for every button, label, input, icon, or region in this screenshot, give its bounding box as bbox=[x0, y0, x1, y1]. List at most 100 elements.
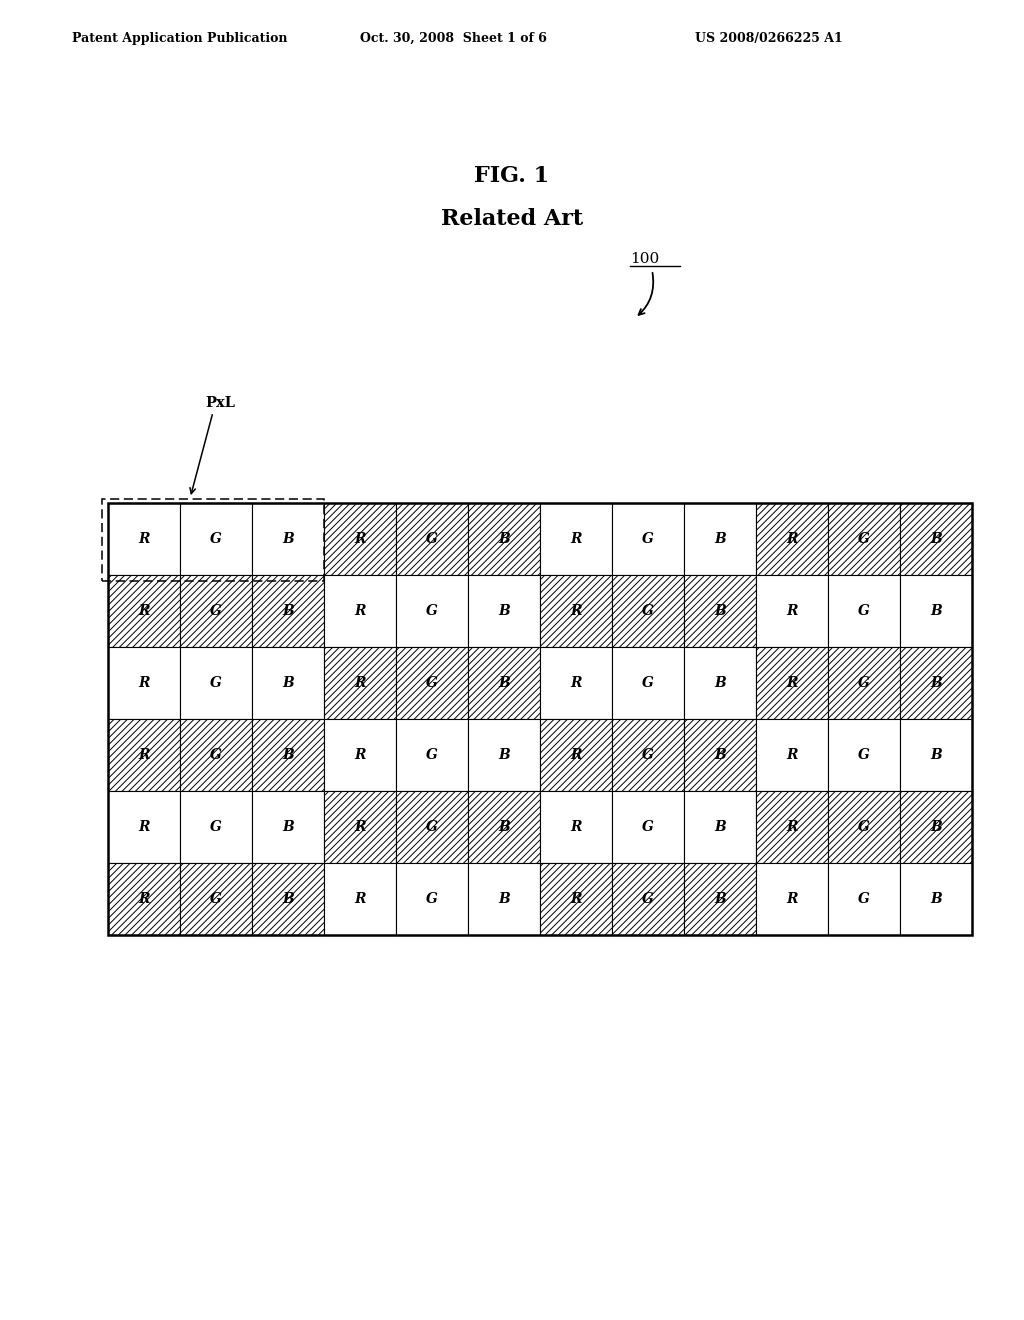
Bar bbox=[396, 503, 468, 576]
Bar bbox=[756, 791, 828, 863]
Bar bbox=[468, 503, 540, 576]
Text: B: B bbox=[930, 892, 942, 906]
Text: R: R bbox=[354, 820, 366, 834]
Bar bbox=[612, 503, 684, 576]
Bar bbox=[684, 576, 756, 647]
Bar bbox=[540, 576, 612, 647]
Text: R: R bbox=[570, 676, 582, 690]
Bar bbox=[612, 791, 684, 863]
Text: B: B bbox=[714, 892, 726, 906]
Text: R: R bbox=[138, 532, 150, 546]
Bar bbox=[540, 503, 612, 576]
Bar bbox=[828, 576, 900, 647]
Bar bbox=[900, 576, 972, 647]
Bar bbox=[324, 863, 396, 935]
Bar bbox=[468, 863, 540, 935]
Text: US 2008/0266225 A1: US 2008/0266225 A1 bbox=[695, 32, 843, 45]
Bar bbox=[468, 576, 540, 647]
Bar bbox=[252, 503, 324, 576]
Bar bbox=[108, 863, 180, 935]
Text: B: B bbox=[283, 676, 294, 690]
Bar bbox=[108, 647, 180, 719]
Text: G: G bbox=[858, 605, 870, 618]
Text: R: R bbox=[786, 892, 798, 906]
Text: G: G bbox=[210, 605, 222, 618]
Bar bbox=[396, 863, 468, 935]
Text: G: G bbox=[210, 676, 222, 690]
Text: G: G bbox=[210, 820, 222, 834]
Text: R: R bbox=[138, 892, 150, 906]
Text: B: B bbox=[283, 820, 294, 834]
Text: R: R bbox=[570, 605, 582, 618]
Bar bbox=[756, 647, 828, 719]
Text: G: G bbox=[426, 820, 438, 834]
Text: G: G bbox=[642, 532, 654, 546]
Bar bbox=[252, 863, 324, 935]
Text: G: G bbox=[858, 748, 870, 762]
Text: Patent Application Publication: Patent Application Publication bbox=[72, 32, 288, 45]
Bar bbox=[396, 791, 468, 863]
Text: B: B bbox=[283, 892, 294, 906]
Text: B: B bbox=[930, 605, 942, 618]
Text: G: G bbox=[642, 820, 654, 834]
Text: B: B bbox=[283, 532, 294, 546]
Text: G: G bbox=[426, 605, 438, 618]
Text: B: B bbox=[930, 748, 942, 762]
Text: B: B bbox=[714, 820, 726, 834]
Bar bbox=[828, 503, 900, 576]
Text: R: R bbox=[138, 748, 150, 762]
Text: R: R bbox=[138, 605, 150, 618]
Bar bbox=[180, 576, 252, 647]
Text: G: G bbox=[858, 676, 870, 690]
Text: Oct. 30, 2008  Sheet 1 of 6: Oct. 30, 2008 Sheet 1 of 6 bbox=[360, 32, 547, 45]
Bar bbox=[756, 503, 828, 576]
Bar bbox=[612, 576, 684, 647]
Bar bbox=[252, 576, 324, 647]
Text: B: B bbox=[498, 892, 510, 906]
Text: B: B bbox=[930, 532, 942, 546]
Text: R: R bbox=[354, 676, 366, 690]
Text: B: B bbox=[498, 748, 510, 762]
Bar bbox=[828, 719, 900, 791]
Bar bbox=[252, 791, 324, 863]
Text: G: G bbox=[858, 532, 870, 546]
Bar bbox=[612, 863, 684, 935]
Text: R: R bbox=[786, 676, 798, 690]
Text: R: R bbox=[786, 748, 798, 762]
Bar bbox=[900, 863, 972, 935]
Text: Related Art: Related Art bbox=[441, 209, 583, 230]
Text: B: B bbox=[498, 820, 510, 834]
Text: G: G bbox=[426, 748, 438, 762]
Text: G: G bbox=[642, 676, 654, 690]
Text: G: G bbox=[426, 676, 438, 690]
Bar bbox=[396, 719, 468, 791]
Text: R: R bbox=[786, 820, 798, 834]
Bar bbox=[684, 863, 756, 935]
Bar bbox=[180, 503, 252, 576]
Text: G: G bbox=[426, 532, 438, 546]
Text: R: R bbox=[354, 605, 366, 618]
Bar bbox=[684, 503, 756, 576]
Bar bbox=[684, 719, 756, 791]
Text: R: R bbox=[570, 820, 582, 834]
Bar bbox=[756, 863, 828, 935]
Bar bbox=[180, 719, 252, 791]
Text: G: G bbox=[210, 532, 222, 546]
Text: B: B bbox=[714, 532, 726, 546]
Bar bbox=[756, 719, 828, 791]
Bar bbox=[252, 647, 324, 719]
Text: R: R bbox=[570, 892, 582, 906]
Text: R: R bbox=[354, 748, 366, 762]
Bar bbox=[684, 791, 756, 863]
Bar bbox=[396, 576, 468, 647]
Bar bbox=[180, 791, 252, 863]
Bar bbox=[180, 647, 252, 719]
Bar bbox=[468, 719, 540, 791]
Bar bbox=[828, 647, 900, 719]
Text: G: G bbox=[642, 605, 654, 618]
Text: G: G bbox=[210, 892, 222, 906]
Bar bbox=[756, 576, 828, 647]
Bar bbox=[468, 647, 540, 719]
Text: B: B bbox=[714, 676, 726, 690]
Bar bbox=[324, 719, 396, 791]
